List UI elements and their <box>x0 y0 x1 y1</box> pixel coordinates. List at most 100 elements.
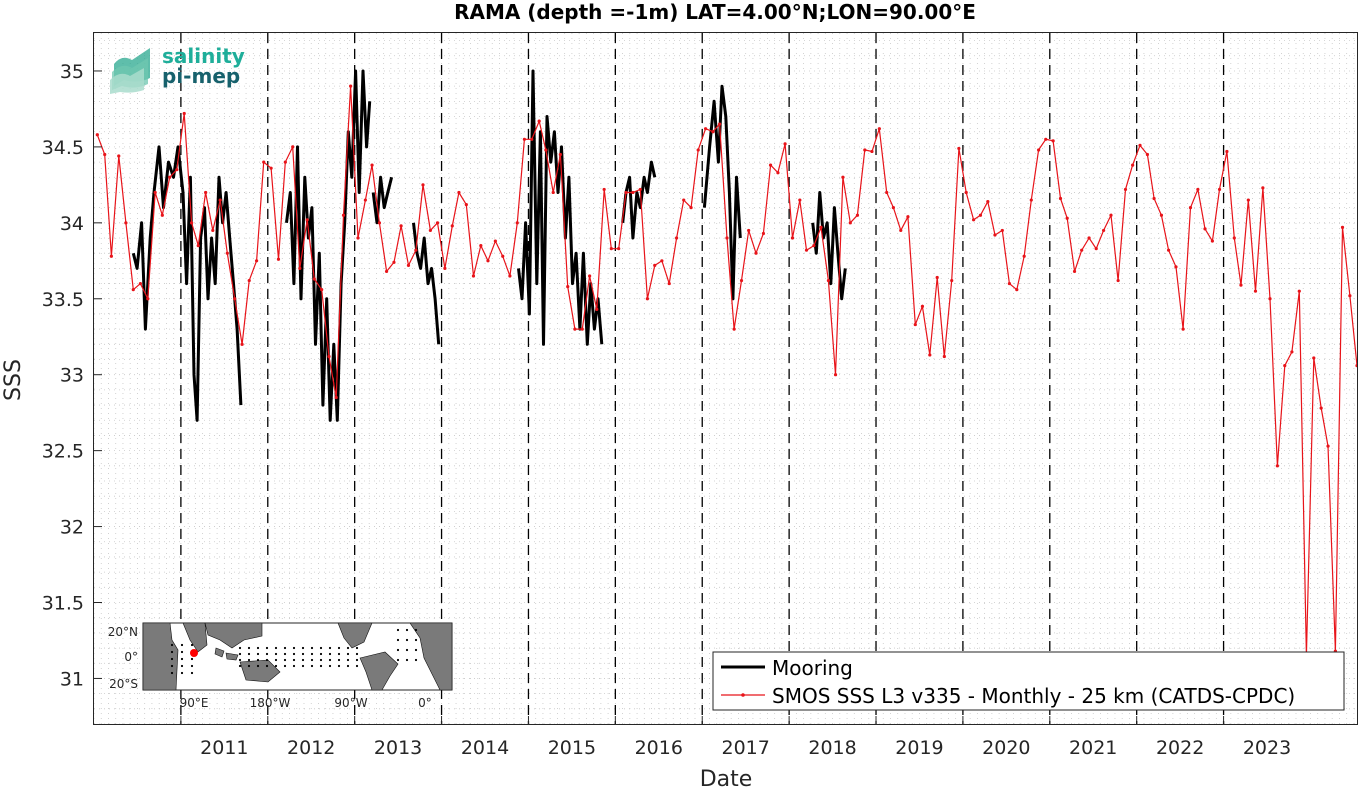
logo-text-line2: pi-mep <box>162 64 241 88</box>
legend-smos-marker <box>741 693 745 697</box>
smos-point <box>674 236 679 240</box>
y-tick-label: 31.5 <box>42 593 84 615</box>
inset-buoy-dot <box>190 671 194 675</box>
inset-buoy-dot <box>170 664 174 668</box>
smos-point <box>942 354 946 359</box>
smos-point <box>790 236 795 240</box>
smos-point <box>1094 247 1098 251</box>
smos-point <box>109 254 113 258</box>
smos-point <box>254 259 259 263</box>
smos-point <box>739 278 744 283</box>
y-tick-label: 32 <box>60 517 84 539</box>
smos-point <box>1348 294 1352 298</box>
inset-buoy-dot <box>319 658 323 662</box>
smos-point <box>501 254 505 258</box>
smos-point <box>993 233 997 237</box>
smos-point <box>899 228 903 233</box>
inset-buoy-dot <box>337 664 341 668</box>
inset-buoy-dot <box>238 658 242 662</box>
series-layer <box>95 69 1358 658</box>
smos-point <box>855 213 860 217</box>
y-tick-label: 33.5 <box>42 289 84 311</box>
smos-point <box>1051 139 1055 143</box>
smos-point <box>117 154 121 158</box>
smos-point <box>428 228 432 233</box>
smos-point <box>1044 137 1048 141</box>
inset-buoy-dot <box>247 646 251 650</box>
smos-point <box>588 274 592 278</box>
inset-buoy-dot <box>283 652 287 656</box>
inset-buoy-dot <box>256 652 260 656</box>
inset-buoy-dot <box>405 648 409 652</box>
smos-point <box>464 203 468 207</box>
smos-point <box>457 190 461 195</box>
year-marker-lines <box>180 33 1225 724</box>
smos-point <box>334 395 338 400</box>
inset-buoy-dot <box>310 646 314 650</box>
smos-point <box>138 281 143 286</box>
smos-point <box>602 187 606 192</box>
smos-point <box>320 288 324 292</box>
smos-point <box>384 269 389 274</box>
smos-point <box>312 277 316 281</box>
smos-point <box>537 119 541 123</box>
inset-buoy-dot <box>301 658 305 662</box>
inset-buoy-dot <box>355 664 359 668</box>
y-tick-label: 34.5 <box>42 137 84 159</box>
inset-buoy-dot <box>319 664 323 668</box>
smos-point <box>341 213 346 217</box>
inset-buoy-dot <box>170 671 174 675</box>
legend-box <box>712 651 1345 711</box>
inset-buoy-dot <box>414 638 418 642</box>
smos-point <box>877 127 881 131</box>
smos-point <box>392 260 396 264</box>
smos-point <box>718 122 722 126</box>
smos-point <box>1275 464 1279 468</box>
inset-buoy-dot <box>190 664 194 668</box>
smos-point <box>182 111 186 116</box>
smos-point <box>1101 228 1106 233</box>
smos-point <box>305 218 309 222</box>
smos-point <box>146 297 150 301</box>
smos-point <box>327 354 331 359</box>
smos-point <box>1080 248 1084 252</box>
inset-buoy-dot <box>180 671 184 675</box>
inset-buoy-dot <box>283 658 287 662</box>
inset-buoy-dot <box>180 664 184 668</box>
smos-point <box>928 353 932 357</box>
smos-point <box>595 307 599 311</box>
salinity-pi-mep-logo: salinity pi-mep <box>110 44 250 94</box>
smos-point <box>1007 281 1012 286</box>
smos-point <box>863 148 867 152</box>
smos-point <box>515 221 519 225</box>
smos-point <box>1109 213 1113 217</box>
inset-landmass <box>239 659 281 683</box>
smos-point <box>1029 198 1033 202</box>
smos-point <box>1340 225 1345 229</box>
mooring-series-line <box>285 69 372 422</box>
mooring-series-line <box>517 69 604 346</box>
inset-buoy-dot <box>292 664 296 668</box>
smos-point <box>638 187 642 192</box>
inset-buoy-dot <box>265 646 269 650</box>
smos-point <box>1297 289 1301 293</box>
x-tick-label: 2016 <box>635 737 683 759</box>
inset-lon-label: 0° <box>418 696 432 710</box>
smos-point <box>703 127 708 131</box>
smos-point <box>1000 228 1004 233</box>
smos-point <box>1283 363 1287 368</box>
smos-point <box>1123 187 1128 192</box>
smos-point <box>522 137 527 141</box>
smos-point <box>768 163 773 167</box>
smos-point <box>804 248 809 252</box>
inset-lat-label: 0° <box>124 650 138 664</box>
smos-point <box>508 274 512 278</box>
inset-buoy-dot <box>265 658 269 662</box>
smos-point <box>1138 143 1142 147</box>
inset-buoy-dot <box>405 638 409 642</box>
smos-point <box>1196 187 1200 192</box>
smos-point <box>276 257 281 261</box>
smos-point <box>1239 283 1243 287</box>
smos-point <box>283 160 287 164</box>
smos-point <box>247 278 251 283</box>
